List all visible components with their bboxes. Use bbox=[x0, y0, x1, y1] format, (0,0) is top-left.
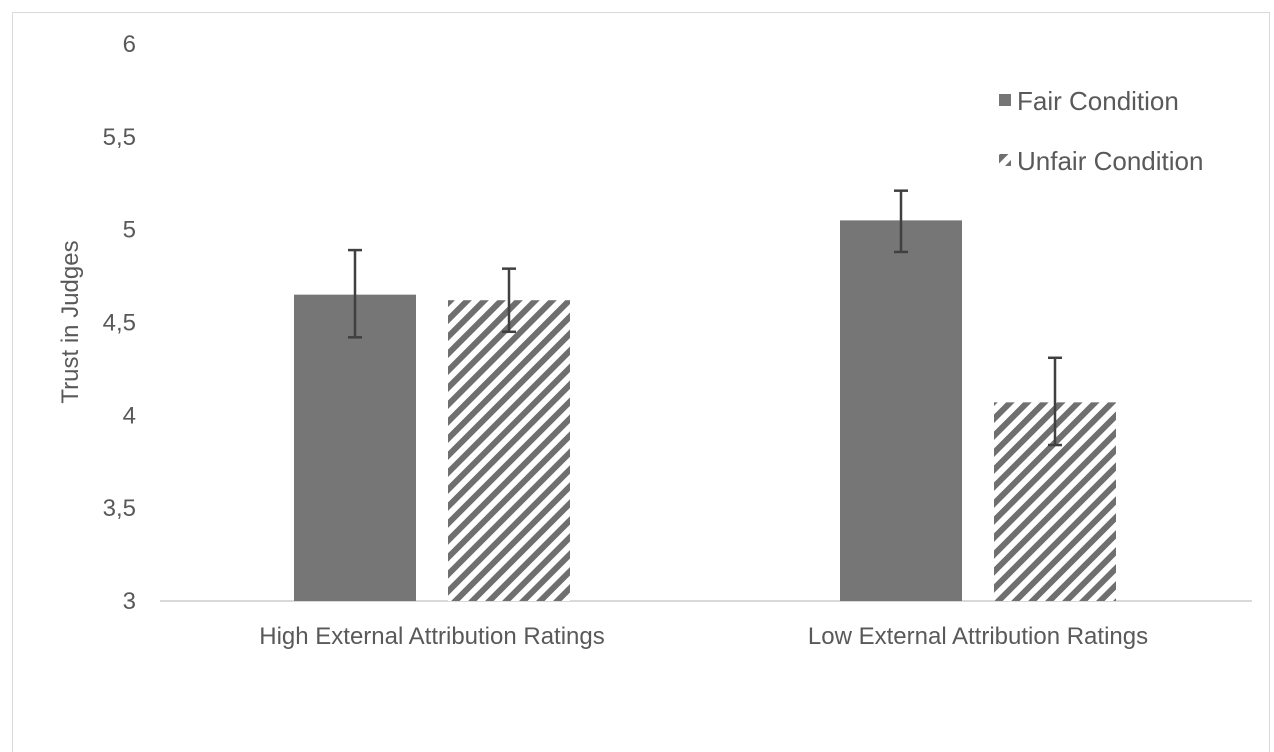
legend-label-fair: Fair Condition bbox=[1017, 86, 1179, 116]
legend-swatch-fair bbox=[999, 94, 1011, 106]
legend-swatch-unfair bbox=[999, 154, 1011, 166]
y-tick-label: 4 bbox=[123, 402, 136, 429]
chart-frame bbox=[12, 12, 1270, 752]
error-bar bbox=[1048, 356, 1062, 447]
legend-item-fair: Fair Condition bbox=[999, 86, 1179, 116]
fair-bar bbox=[840, 220, 962, 601]
error-bar bbox=[894, 189, 908, 254]
y-tick-label: 5,5 bbox=[103, 124, 136, 151]
y-tick-label: 4,5 bbox=[103, 310, 136, 337]
y-tick-label: 3 bbox=[123, 588, 136, 615]
y-tick-label: 3,5 bbox=[103, 495, 136, 522]
legend-item-unfair: Unfair Condition bbox=[999, 146, 1203, 176]
y-tick-label: 6 bbox=[123, 31, 136, 58]
legend: Fair Condition Unfair Condition bbox=[999, 86, 1203, 176]
y-axis-ticks: 3 3,5 4 4,5 5 5,5 6 bbox=[103, 31, 136, 615]
category-label: Low External Attribution Ratings bbox=[808, 623, 1148, 650]
error-bar bbox=[348, 248, 362, 339]
y-axis-title: Trust in Judges bbox=[57, 240, 84, 403]
bars-group bbox=[294, 220, 1116, 601]
unfair-bar bbox=[448, 300, 570, 601]
fair-bar bbox=[294, 294, 416, 601]
y-tick-label: 5 bbox=[123, 217, 136, 244]
legend-label-unfair: Unfair Condition bbox=[1017, 146, 1203, 176]
error-bars-group bbox=[348, 189, 1062, 447]
error-bar bbox=[502, 267, 516, 334]
category-labels: High External Attribution Ratings Low Ext… bbox=[259, 623, 1148, 650]
category-label: High External Attribution Ratings bbox=[259, 623, 605, 650]
